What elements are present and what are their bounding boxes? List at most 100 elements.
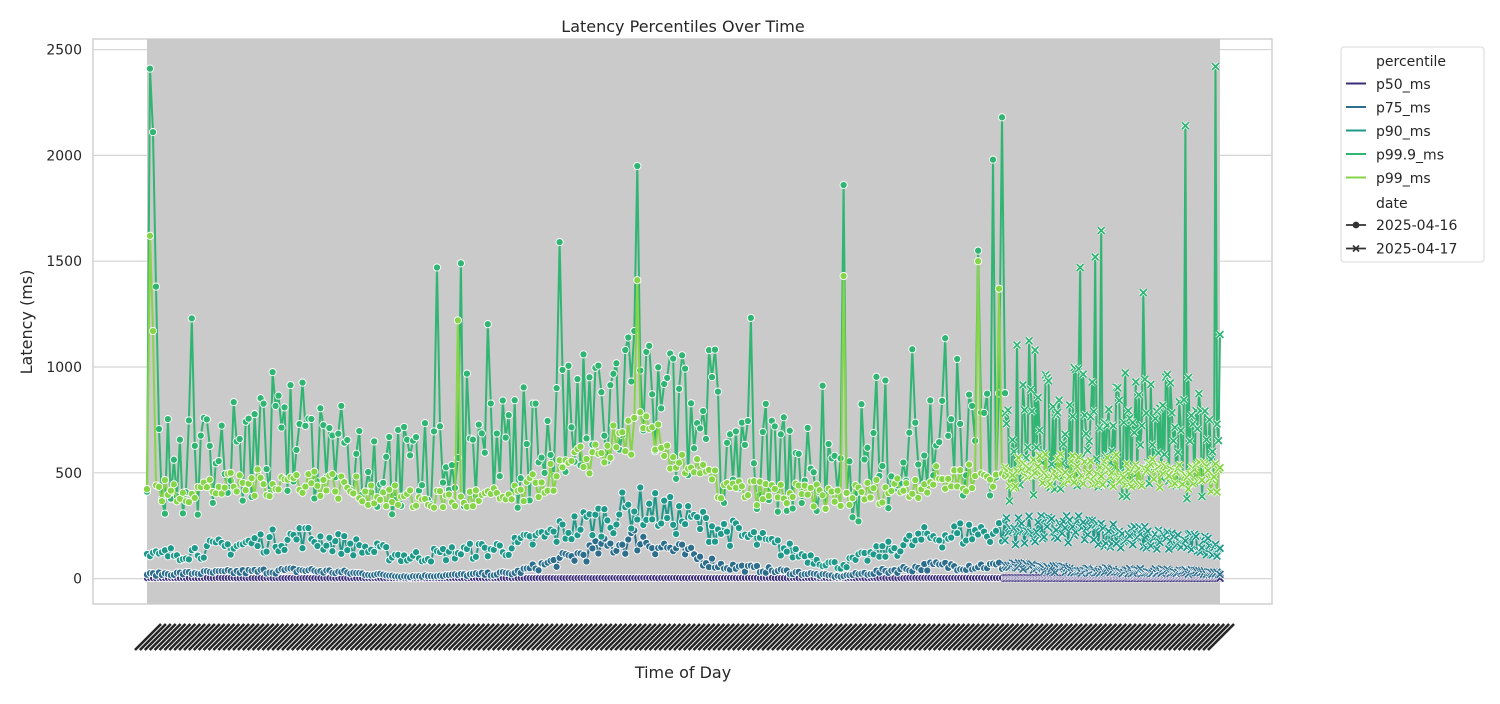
data-point — [589, 545, 596, 552]
data-point — [529, 471, 536, 478]
data-point — [987, 476, 994, 483]
data-point — [505, 412, 512, 419]
data-point — [448, 544, 455, 551]
data-point — [353, 473, 360, 480]
data-point — [586, 374, 593, 381]
data-point — [586, 470, 593, 477]
data-point — [966, 461, 973, 468]
data-point — [457, 551, 464, 558]
data-point — [915, 461, 922, 468]
data-point — [915, 494, 922, 501]
data-point — [622, 346, 629, 353]
data-point — [667, 493, 674, 500]
data-point — [783, 500, 790, 507]
data-point — [478, 430, 485, 437]
data-point — [900, 487, 907, 494]
data-point — [230, 399, 237, 406]
data-point — [520, 498, 527, 505]
data-point — [894, 475, 901, 482]
data-point — [625, 334, 632, 341]
data-point — [992, 527, 999, 534]
data-point — [266, 534, 273, 541]
data-point — [146, 232, 153, 239]
data-point — [933, 463, 940, 470]
data-point — [882, 553, 889, 560]
data-point — [954, 530, 961, 537]
data-point — [344, 547, 351, 554]
data-point — [966, 391, 973, 398]
data-point — [995, 285, 1002, 292]
data-point — [679, 352, 686, 359]
data-point — [368, 482, 375, 489]
data-point — [281, 404, 288, 411]
data-point — [191, 545, 198, 552]
data-point — [747, 314, 754, 321]
data-point — [676, 459, 683, 466]
data-point — [209, 499, 216, 506]
data-point — [161, 510, 168, 517]
data-point — [484, 553, 491, 560]
data-point — [203, 416, 210, 423]
data-point — [194, 511, 201, 518]
data-point — [697, 525, 704, 532]
data-point — [176, 436, 183, 443]
data-point — [197, 432, 204, 439]
data-point — [565, 362, 572, 369]
data-point — [634, 516, 641, 523]
data-point — [179, 510, 186, 517]
data-point — [649, 391, 656, 398]
data-point — [885, 538, 892, 545]
chart-title: Latency Percentiles Over Time — [561, 17, 804, 36]
data-point — [858, 488, 865, 495]
data-point — [750, 460, 757, 467]
data-point — [263, 466, 270, 473]
data-point — [750, 529, 757, 536]
data-point — [538, 454, 545, 461]
data-point — [395, 501, 402, 508]
data-point — [909, 346, 916, 353]
data-point — [547, 451, 554, 458]
data-point — [858, 401, 865, 408]
data-point — [577, 443, 584, 450]
data-point — [989, 156, 996, 163]
data-point — [753, 541, 760, 548]
data-point — [466, 540, 473, 547]
data-point — [218, 422, 225, 429]
data-point — [484, 321, 491, 328]
data-point — [924, 489, 931, 496]
data-point — [493, 430, 500, 437]
data-point — [825, 440, 832, 447]
data-point — [984, 390, 991, 397]
data-point — [664, 514, 671, 521]
data-point — [323, 542, 330, 549]
data-point — [170, 481, 177, 488]
data-point — [146, 65, 153, 72]
data-point — [260, 481, 267, 488]
data-point — [819, 492, 826, 499]
data-point — [906, 532, 913, 539]
data-point — [568, 457, 575, 464]
data-point — [610, 370, 617, 377]
data-point — [810, 469, 817, 476]
data-point — [900, 459, 907, 466]
data-point — [631, 508, 638, 515]
data-point — [795, 450, 802, 457]
legend-label: p99.9_ms — [1376, 148, 1444, 164]
data-point — [789, 505, 796, 512]
data-point — [975, 247, 982, 254]
data-point — [969, 402, 976, 409]
data-point — [380, 479, 387, 486]
data-point — [942, 335, 949, 342]
data-point — [643, 413, 650, 420]
data-point — [957, 420, 964, 427]
data-point — [903, 480, 910, 487]
data-point — [293, 471, 300, 478]
data-point — [625, 501, 632, 508]
legend: percentile p50_msp75_msp90_msp99.9_msp99… — [1341, 47, 1484, 262]
data-point — [499, 397, 506, 404]
data-point — [966, 521, 973, 528]
data-point — [260, 400, 267, 407]
data-point — [371, 548, 378, 555]
data-point — [792, 546, 799, 553]
